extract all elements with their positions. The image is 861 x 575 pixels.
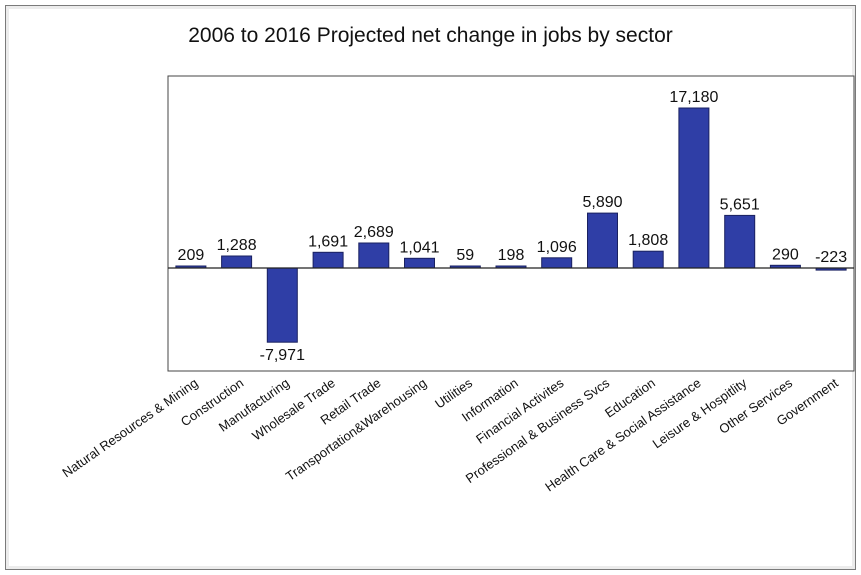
data-label-10: 1,808 (628, 232, 668, 249)
chart-title: 2006 to 2016 Projected net change in job… (188, 24, 673, 47)
data-label-1: 1,288 (217, 237, 257, 254)
data-label-6: 59 (456, 247, 474, 264)
bar-9 (587, 212, 618, 269)
data-labels-group: 209 1,288 -7,971 1,691 2,689 1,041 59 198 1,096 5… (178, 89, 848, 364)
bar-11 (678, 107, 710, 269)
data-label-0: 209 (178, 247, 205, 264)
data-label-3: 1,691 (308, 233, 348, 250)
bar-3 (312, 251, 344, 269)
bar-4 (358, 242, 390, 269)
bar-10 (632, 250, 664, 269)
data-label-7: 198 (498, 247, 525, 264)
bars-group (175, 107, 847, 343)
data-label-4: 2,689 (354, 224, 394, 241)
bar-1 (221, 255, 253, 269)
bar-5 (404, 257, 435, 269)
bar-8 (541, 257, 573, 269)
data-label-14: -223 (815, 249, 847, 266)
bar-2 (266, 267, 298, 343)
bar-12 (724, 214, 756, 269)
data-label-5: 1,041 (399, 239, 439, 256)
data-label-9: 5,890 (582, 194, 622, 211)
data-label-11: 17,180 (669, 89, 718, 106)
data-label-13: 290 (772, 246, 799, 263)
data-label-8: 1,096 (537, 239, 577, 256)
data-label-12: 5,651 (720, 196, 760, 213)
category-labels-group: Natural Resources & MiningConstructionMa… (59, 375, 841, 495)
data-label-2: -7,971 (260, 347, 305, 364)
category-label-0: Natural Resources & Mining (59, 375, 200, 480)
